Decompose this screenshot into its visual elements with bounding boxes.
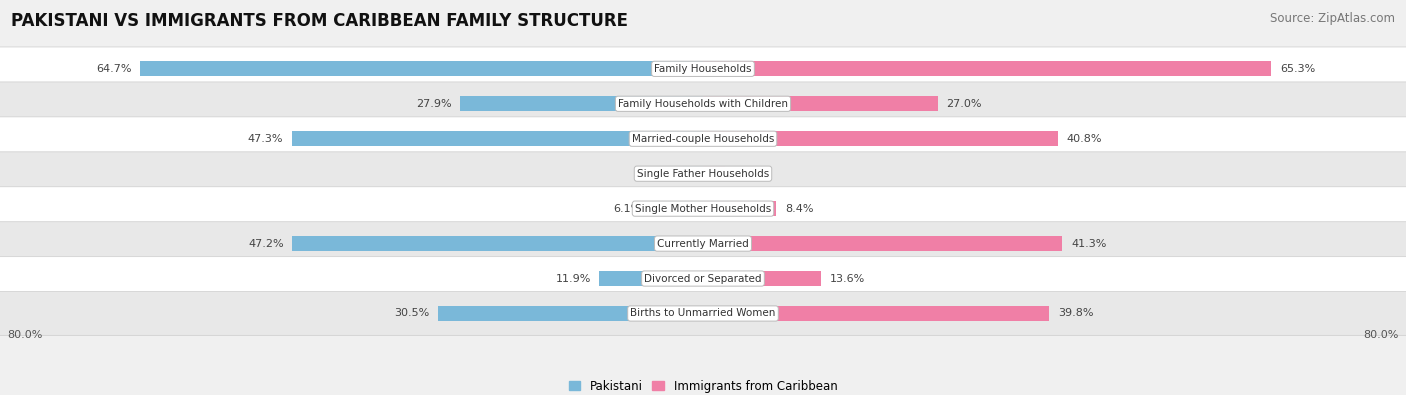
FancyBboxPatch shape: [0, 47, 1406, 91]
Text: 47.3%: 47.3%: [247, 134, 283, 144]
Bar: [683, 166, 703, 181]
Text: 65.3%: 65.3%: [1279, 64, 1315, 74]
Text: 2.5%: 2.5%: [734, 169, 762, 179]
Bar: [703, 166, 724, 181]
Bar: [291, 131, 703, 146]
Text: 13.6%: 13.6%: [830, 273, 865, 284]
Bar: [599, 271, 703, 286]
Legend: Pakistani, Immigrants from Caribbean: Pakistani, Immigrants from Caribbean: [564, 375, 842, 395]
Text: 11.9%: 11.9%: [555, 273, 591, 284]
Text: Currently Married: Currently Married: [657, 239, 749, 248]
Bar: [141, 61, 703, 76]
Text: 30.5%: 30.5%: [394, 308, 429, 318]
FancyBboxPatch shape: [0, 117, 1406, 161]
Text: 40.8%: 40.8%: [1067, 134, 1102, 144]
Text: Source: ZipAtlas.com: Source: ZipAtlas.com: [1270, 12, 1395, 25]
Text: PAKISTANI VS IMMIGRANTS FROM CARIBBEAN FAMILY STRUCTURE: PAKISTANI VS IMMIGRANTS FROM CARIBBEAN F…: [11, 12, 628, 30]
Bar: [703, 271, 821, 286]
FancyBboxPatch shape: [0, 187, 1406, 230]
FancyBboxPatch shape: [0, 82, 1406, 126]
Bar: [437, 306, 703, 321]
Bar: [292, 236, 703, 251]
Text: Single Father Households: Single Father Households: [637, 169, 769, 179]
Text: 27.0%: 27.0%: [946, 99, 981, 109]
Text: Married-couple Households: Married-couple Households: [631, 134, 775, 144]
FancyBboxPatch shape: [0, 257, 1406, 300]
Text: Family Households: Family Households: [654, 64, 752, 74]
Text: Divorced or Separated: Divorced or Separated: [644, 273, 762, 284]
Text: 8.4%: 8.4%: [785, 204, 813, 214]
Text: Births to Unmarried Women: Births to Unmarried Women: [630, 308, 776, 318]
Bar: [703, 131, 1057, 146]
Text: 64.7%: 64.7%: [96, 64, 131, 74]
Text: 80.0%: 80.0%: [7, 330, 42, 340]
Text: Family Households with Children: Family Households with Children: [619, 99, 787, 109]
Bar: [460, 96, 703, 111]
Bar: [650, 201, 703, 216]
Bar: [703, 201, 776, 216]
Text: 47.2%: 47.2%: [247, 239, 284, 248]
Text: Single Mother Households: Single Mother Households: [636, 204, 770, 214]
Text: 2.3%: 2.3%: [645, 169, 675, 179]
Text: 41.3%: 41.3%: [1071, 239, 1107, 248]
Text: 27.9%: 27.9%: [416, 99, 451, 109]
Bar: [703, 61, 1271, 76]
Bar: [703, 96, 938, 111]
Bar: [703, 306, 1049, 321]
Bar: [703, 236, 1063, 251]
Text: 39.8%: 39.8%: [1057, 308, 1094, 318]
FancyBboxPatch shape: [0, 292, 1406, 335]
Text: 80.0%: 80.0%: [1364, 330, 1399, 340]
FancyBboxPatch shape: [0, 222, 1406, 265]
FancyBboxPatch shape: [0, 152, 1406, 196]
Text: 6.1%: 6.1%: [613, 204, 641, 214]
